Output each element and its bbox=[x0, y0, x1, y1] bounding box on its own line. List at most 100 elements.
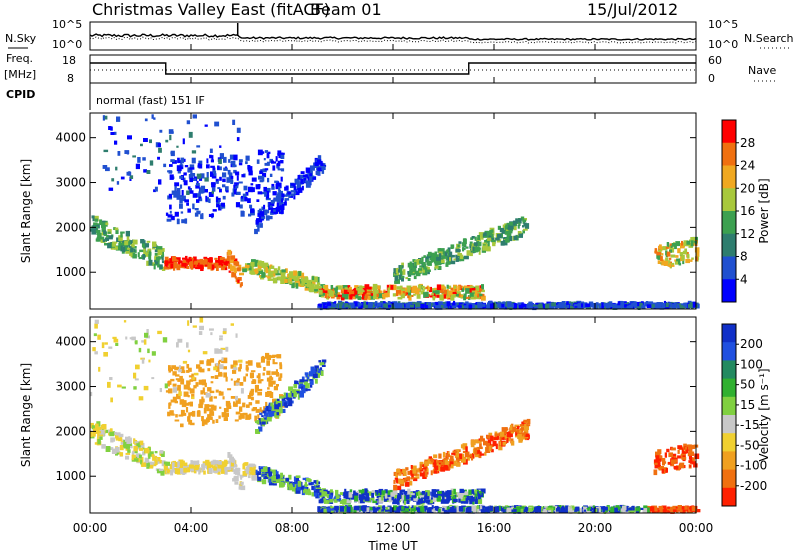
power-cell bbox=[272, 270, 276, 277]
velocity-cell bbox=[405, 481, 410, 487]
velocity-cell bbox=[291, 487, 295, 492]
power-cell bbox=[302, 174, 308, 177]
velocity-cell bbox=[285, 404, 288, 408]
power-cell bbox=[695, 304, 698, 308]
velocity-cell bbox=[190, 422, 195, 426]
power-cell bbox=[169, 204, 172, 210]
velocity-cell bbox=[255, 429, 259, 434]
velocity-cell bbox=[111, 431, 117, 435]
noise-traces bbox=[89, 23, 697, 44]
velocity-cell bbox=[275, 471, 279, 474]
y-tick-label: 4000 bbox=[55, 131, 86, 145]
power-cell bbox=[231, 192, 235, 197]
power-cell bbox=[436, 259, 441, 266]
velocity-cell bbox=[635, 507, 641, 512]
velocity-cell bbox=[227, 460, 231, 464]
velocity-cell bbox=[672, 509, 677, 512]
velocity-cell bbox=[542, 508, 548, 514]
power-cell bbox=[164, 264, 167, 268]
power-cell bbox=[228, 270, 231, 273]
velocity-cell bbox=[193, 385, 197, 389]
velocity-cell bbox=[502, 437, 506, 440]
power-cell bbox=[456, 291, 461, 295]
power-cell bbox=[261, 206, 265, 211]
velocity-cell bbox=[183, 391, 189, 397]
power-cell bbox=[250, 183, 254, 186]
power-cell bbox=[170, 151, 174, 155]
velocity-cell bbox=[102, 424, 106, 428]
nsearch-trace bbox=[89, 36, 697, 44]
velocity-cell bbox=[427, 490, 430, 497]
power-cell bbox=[592, 304, 595, 309]
power-cell bbox=[222, 205, 226, 209]
power-cell bbox=[311, 276, 315, 281]
power-cell bbox=[176, 265, 181, 271]
velocity-cell bbox=[266, 405, 270, 412]
velocity-cell bbox=[186, 364, 190, 369]
power-cell bbox=[400, 289, 403, 295]
velocity-cell bbox=[255, 388, 258, 393]
power-cell bbox=[392, 293, 397, 297]
power-cell bbox=[688, 303, 692, 308]
power-cell bbox=[431, 259, 434, 263]
velocity-cell bbox=[160, 470, 165, 476]
velocity-cell bbox=[595, 508, 598, 513]
velocity-cell bbox=[491, 449, 494, 453]
power-cell bbox=[159, 264, 163, 269]
velocity-cell bbox=[297, 480, 302, 487]
velocity-cell bbox=[439, 508, 444, 514]
power-cell bbox=[248, 170, 253, 176]
power-cell bbox=[269, 274, 274, 278]
velocity-cell bbox=[269, 408, 273, 412]
velocity-cell bbox=[303, 488, 307, 493]
velocity-cell bbox=[464, 451, 470, 457]
velocity-cell bbox=[111, 448, 117, 454]
velocity-cell bbox=[217, 470, 221, 475]
power-cell bbox=[102, 239, 105, 243]
power-cell bbox=[182, 195, 186, 202]
velocity-cell bbox=[504, 430, 507, 435]
velocity-cell bbox=[412, 508, 416, 511]
velocity-cell bbox=[94, 423, 99, 429]
power-cell bbox=[230, 264, 233, 269]
velocity-cell bbox=[119, 434, 122, 440]
power-cell bbox=[632, 302, 638, 307]
velocity-cell bbox=[266, 354, 272, 361]
power-cell bbox=[340, 305, 344, 308]
power-cell bbox=[439, 285, 445, 289]
velocity-cell bbox=[494, 506, 500, 513]
power-cell bbox=[348, 291, 351, 297]
power-cell bbox=[174, 211, 179, 217]
power-cell bbox=[468, 304, 473, 310]
velocity-cell bbox=[677, 505, 682, 511]
power-cell bbox=[267, 276, 272, 279]
velocity-cell bbox=[373, 508, 377, 512]
velocity-cell bbox=[433, 493, 439, 498]
power-cell bbox=[670, 262, 675, 266]
power-cell bbox=[320, 162, 324, 166]
power-cell bbox=[304, 284, 309, 287]
power-cell bbox=[314, 276, 318, 283]
velocity-cell bbox=[215, 366, 220, 372]
power-cell bbox=[435, 302, 439, 306]
velocity-cell bbox=[279, 373, 283, 378]
power-cell bbox=[478, 294, 482, 300]
power-cell bbox=[168, 193, 172, 199]
power-cell bbox=[301, 175, 305, 178]
velocity-cell bbox=[466, 496, 470, 501]
power-cell bbox=[525, 223, 530, 229]
velocity-cell bbox=[119, 452, 122, 455]
power-cell bbox=[477, 301, 481, 307]
power-cell bbox=[235, 202, 240, 208]
velocity-cell bbox=[579, 508, 584, 514]
power-cell bbox=[595, 303, 598, 309]
power-cell bbox=[276, 166, 280, 169]
velocity-cell bbox=[231, 461, 234, 467]
power-cell bbox=[281, 269, 286, 273]
velocity-cell bbox=[288, 474, 292, 480]
power-cell bbox=[280, 198, 283, 203]
velocity-cell bbox=[618, 509, 623, 513]
colorbar-tick-label: 12 bbox=[740, 227, 755, 241]
power-cell bbox=[278, 186, 281, 192]
